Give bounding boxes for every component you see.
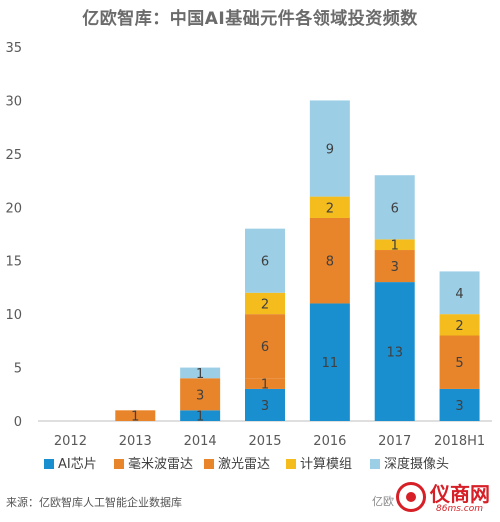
data-label: 3	[261, 399, 269, 414]
y-tick-label: 25	[5, 148, 22, 163]
x-tick-label: 2015	[248, 434, 281, 449]
legend: AI芯片 毫米波雷达 激光雷达 计算模组 深度摄像头	[44, 456, 449, 472]
bar-segment	[309, 196, 350, 218]
data-label: 4	[455, 287, 463, 302]
legend-label: 激光雷达	[218, 457, 270, 472]
legend-label: 毫米波雷达	[128, 456, 193, 472]
logo-brand: 仪商网	[430, 482, 490, 506]
y-tick-label: 20	[5, 201, 22, 216]
data-label: 11	[322, 356, 339, 371]
bar-segment	[309, 100, 350, 197]
x-tick-label: 2014	[184, 434, 217, 449]
data-label: 3	[455, 399, 463, 414]
data-label: 3	[391, 260, 399, 275]
x-tick-label: 2016	[313, 434, 346, 449]
data-label: 1	[196, 367, 204, 382]
data-label: 1	[131, 410, 139, 425]
data-label: 8	[326, 255, 334, 270]
x-tick-label: 2017	[378, 434, 411, 449]
bar-segment	[245, 292, 285, 315]
watermark-text: 亿欧	[372, 495, 394, 508]
source-note: 来源：亿欧智库人工智能企业数据库	[6, 496, 182, 509]
bar-segment	[374, 282, 415, 421]
bar-segment	[439, 335, 480, 389]
chart-title: 亿欧智库：中国AI基础元件各领域投资频数	[82, 9, 418, 29]
bar-segment	[180, 367, 221, 379]
legend-swatch	[286, 459, 296, 469]
legend-swatch	[44, 459, 54, 469]
bar-segment	[245, 378, 285, 389]
data-label: 1	[391, 239, 399, 254]
data-label: 1	[196, 410, 204, 425]
legend-label: 深度摄像头	[384, 456, 449, 472]
bar-segment	[245, 314, 285, 379]
data-label: 5	[455, 356, 463, 371]
bar-segment	[245, 228, 285, 293]
bar-segment	[180, 378, 221, 411]
data-label: 6	[391, 201, 399, 216]
bar-segment	[374, 175, 415, 240]
data-label: 2	[326, 201, 334, 216]
data-label: 13	[386, 346, 403, 361]
legend-swatch	[370, 459, 380, 469]
watermark-logo: 仪商网 86ms.com	[392, 476, 496, 520]
y-tick-label: 30	[5, 94, 22, 109]
data-label: 2	[455, 319, 463, 334]
legend-label: AI芯片	[58, 457, 97, 472]
bar-segment	[245, 388, 285, 421]
x-tick-label: 2018H1	[434, 434, 485, 449]
data-label: 9	[326, 143, 334, 158]
y-tick-label: 10	[5, 308, 22, 323]
y-tick-label: 35	[5, 41, 22, 56]
bar-segment	[439, 388, 480, 421]
y-tick-label: 5	[14, 362, 22, 377]
data-label: 1	[261, 378, 269, 393]
logo-icon	[396, 482, 426, 512]
bar-segment	[309, 303, 350, 421]
data-label: 3	[196, 388, 204, 403]
bar-segment	[439, 271, 480, 315]
bar-segment	[374, 239, 415, 251]
y-tick-label: 0	[14, 415, 22, 430]
bar-segment	[309, 217, 350, 304]
legend-label: 计算模组	[300, 457, 352, 472]
legend-swatch	[114, 459, 124, 469]
data-label: 2	[261, 297, 269, 312]
x-tick-label: 2013	[119, 434, 152, 449]
bar-segment	[439, 314, 480, 336]
data-label: 6	[261, 340, 269, 355]
legend-swatch	[204, 459, 214, 469]
data-label: 6	[261, 255, 269, 270]
bar-segment	[374, 250, 415, 283]
x-tick-label: 2012	[54, 434, 87, 449]
logo-url: 86ms.com	[436, 504, 483, 514]
bar-segment	[115, 410, 156, 421]
y-tick-label: 15	[5, 255, 22, 270]
bar-segment	[180, 410, 221, 421]
